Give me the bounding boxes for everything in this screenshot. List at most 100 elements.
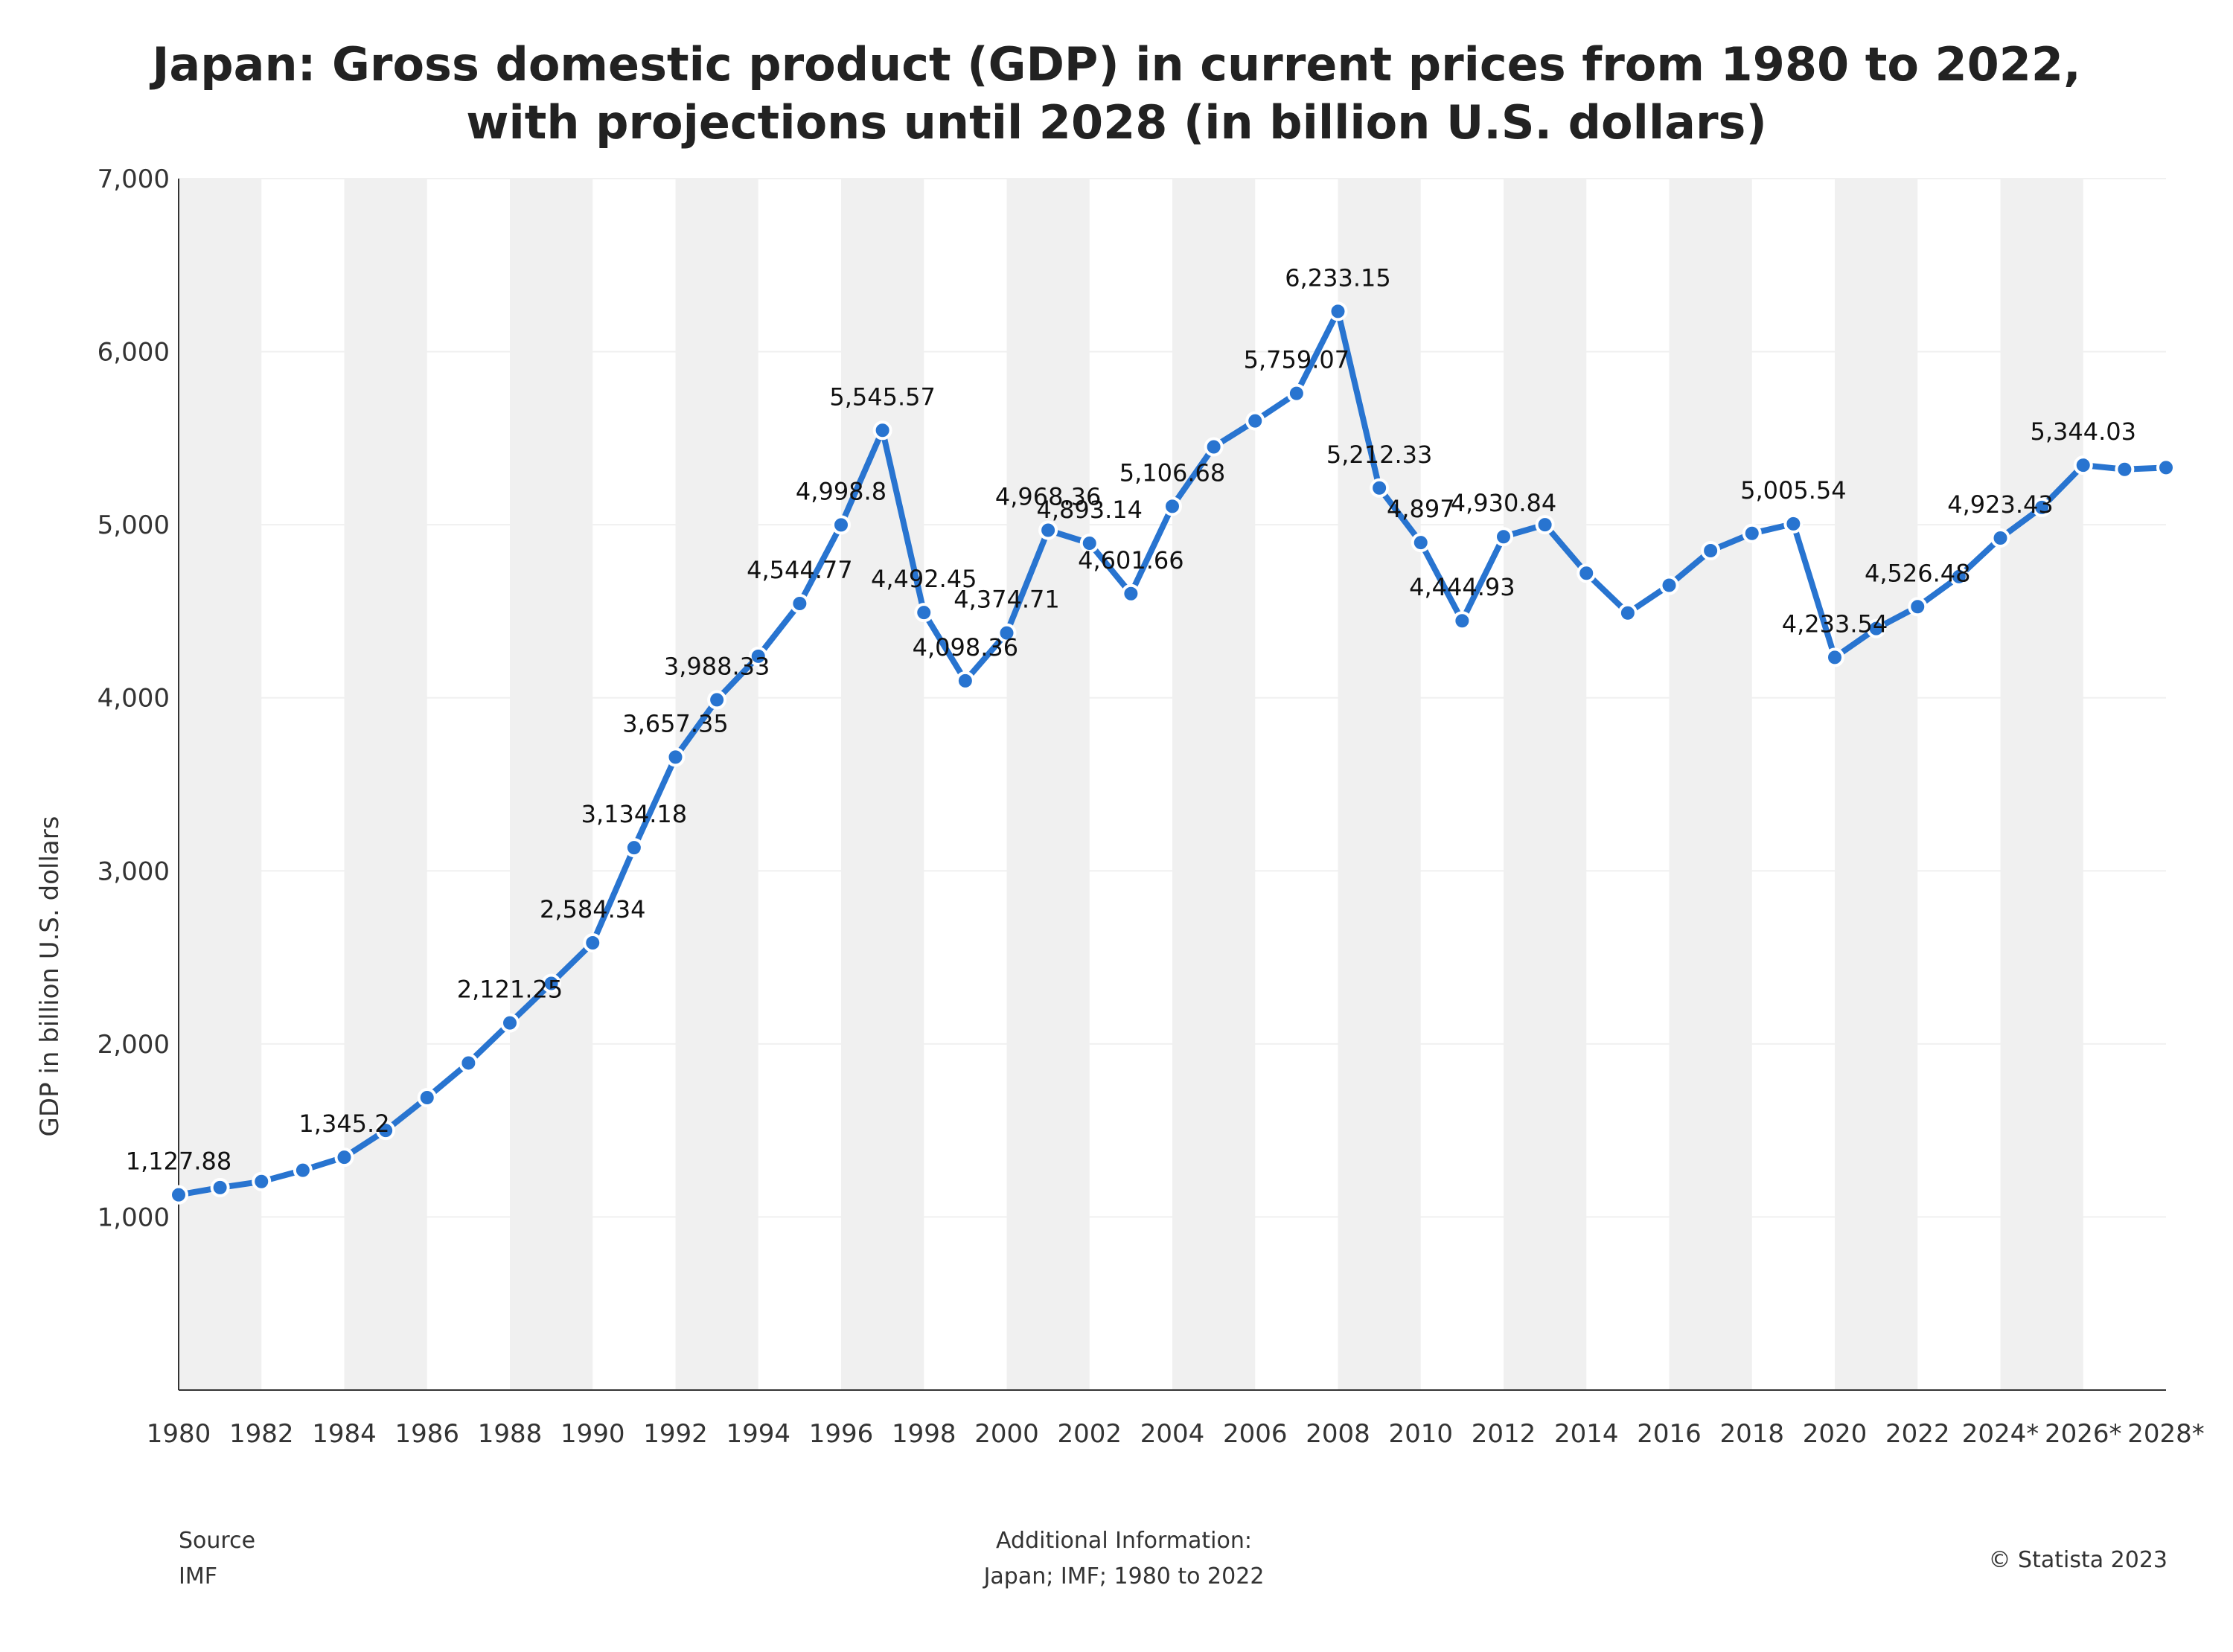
x-tick-label: 2014: [1554, 1419, 1619, 1449]
chart-title-line-1: Japan: Gross domestic product (GDP) in c…: [149, 37, 2080, 92]
x-tick-label: 2024*: [1962, 1419, 2039, 1449]
data-point: [334, 1147, 354, 1168]
data-label: 3,134.18: [581, 800, 688, 828]
background-band: [1006, 179, 1090, 1390]
data-point: [417, 1087, 437, 1107]
data-point: [1866, 618, 1886, 638]
data-point: [831, 515, 851, 535]
background-band: [510, 179, 593, 1390]
data-label: 2,121.25: [457, 976, 563, 1004]
data-points: [169, 301, 2176, 1205]
x-tick-label: 1986: [394, 1419, 459, 1449]
x-tick-label: 1992: [643, 1419, 708, 1449]
data-point: [1494, 527, 1513, 547]
data-label: 4,526.48: [1865, 559, 1971, 587]
data-point: [1535, 515, 1555, 535]
data-point: [997, 623, 1017, 643]
data-point: [1908, 597, 1928, 617]
y-tick-label: 4,000: [98, 684, 170, 714]
data-label: 1,345.2: [298, 1110, 389, 1138]
x-tick-label: 1984: [312, 1419, 377, 1449]
data-point: [1370, 478, 1390, 498]
data-label: 5,545.57: [829, 382, 936, 411]
additional-info-text: Japan; IMF; 1980 to 2022: [983, 1563, 1265, 1589]
x-tick-label: 2010: [1388, 1419, 1453, 1449]
data-point: [1038, 520, 1058, 540]
data-label: 4,893.14: [1037, 496, 1143, 524]
data-point: [1286, 383, 1306, 403]
data-point: [2032, 497, 2052, 517]
grid-lines: [179, 178, 2166, 1218]
background-band: [841, 179, 924, 1390]
background-band: [344, 179, 427, 1390]
y-tick-label: 2,000: [98, 1030, 170, 1060]
x-tick-label: 1990: [560, 1419, 625, 1449]
data-label: 6,233.15: [1285, 263, 1391, 292]
data-point: [1659, 575, 1679, 595]
chart-title-line-2: with projections until 2028 (in billion …: [466, 95, 1767, 150]
x-tick-label: 2016: [1637, 1419, 1702, 1449]
y-tick-label: 3,000: [98, 857, 170, 886]
background-band: [1669, 179, 1752, 1390]
data-point: [500, 1013, 520, 1033]
data-point: [169, 1185, 188, 1205]
background-band: [2000, 179, 2083, 1390]
data-label: 3,988.33: [664, 652, 770, 680]
background-band: [1172, 179, 1256, 1390]
data-point: [1204, 437, 1224, 457]
data-point: [1701, 541, 1721, 561]
y-tick-label: 7,000: [98, 164, 170, 194]
data-label: 5,344.03: [2031, 417, 2137, 446]
data-point: [914, 603, 934, 623]
x-tick-label: 1998: [892, 1419, 956, 1449]
source-text[interactable]: IMF: [179, 1563, 217, 1589]
source-heading: Source: [179, 1528, 255, 1554]
y-axis-label: GDP in billion U.S. dollars: [35, 816, 65, 1137]
data-label: 4,444.93: [1409, 573, 1515, 601]
data-point: [376, 1121, 396, 1141]
x-tick-label: 2004: [1140, 1419, 1205, 1449]
background-band: [1504, 179, 1587, 1390]
data-point: [2156, 458, 2176, 478]
data-point: [459, 1053, 479, 1073]
data-label: 2,584.34: [540, 895, 646, 923]
x-tick-label: 2000: [974, 1419, 1039, 1449]
data-point: [210, 1177, 230, 1197]
data-label: 4,374.71: [953, 586, 1060, 614]
x-tick-label: 2006: [1223, 1419, 1288, 1449]
data-point: [1245, 411, 1265, 431]
additional-info-heading: Additional Information:: [996, 1528, 1252, 1554]
y-tick-label: 6,000: [98, 338, 170, 368]
x-tick-label: 1996: [809, 1419, 874, 1449]
data-label: 4,233.54: [1782, 609, 1888, 638]
data-point: [624, 838, 644, 858]
data-label: 5,759.07: [1244, 346, 1350, 374]
background-band: [675, 179, 758, 1390]
data-point: [1825, 647, 1844, 667]
data-point: [790, 594, 810, 614]
data-point: [872, 420, 892, 441]
data-label: 5,106.68: [1119, 458, 1226, 487]
data-labels: 1,127.88 1,345.2 2,121.25 2,584.34 3,134.18 3…: [126, 263, 2136, 1175]
data-label: 5,005.54: [1740, 476, 1847, 505]
copyright: © Statista 2023: [1989, 1547, 2167, 1573]
data-point: [1328, 301, 1348, 321]
y-tick-label: 1,000: [98, 1203, 170, 1232]
data-point: [583, 932, 603, 953]
data-point: [955, 670, 975, 691]
data-point: [2073, 455, 2093, 476]
data-point: [665, 747, 686, 767]
data-point: [2115, 459, 2135, 479]
data-point: [541, 973, 561, 993]
data-point: [1163, 496, 1182, 516]
data-label: 1,127.88: [126, 1147, 232, 1176]
x-tick-label: 2026*: [2045, 1419, 2122, 1449]
data-point: [1079, 533, 1099, 553]
x-tick-label: 1980: [147, 1419, 211, 1449]
data-label: 4,492.45: [871, 565, 977, 593]
data-label: 4,601.66: [1078, 546, 1184, 574]
x-tick-label: 1994: [726, 1419, 790, 1449]
data-label: 4,544.77: [747, 556, 853, 584]
data-label: 4,897: [1387, 495, 1455, 523]
x-tick-label: 2012: [1472, 1419, 1536, 1449]
